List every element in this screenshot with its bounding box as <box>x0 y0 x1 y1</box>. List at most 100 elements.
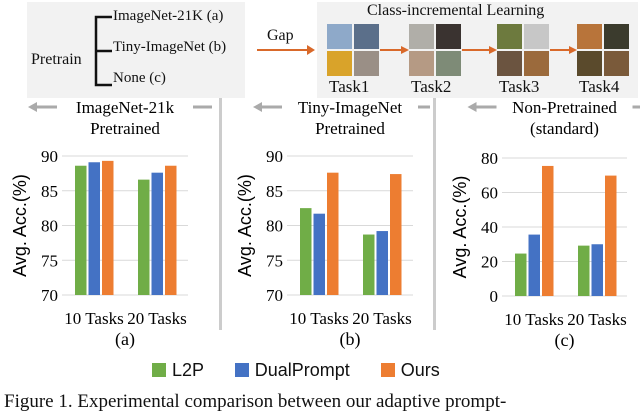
y-axis-label: Avg. Acc.(%) <box>235 174 255 277</box>
task-image <box>327 24 352 49</box>
pretrain-option-c: None (c) <box>113 70 166 86</box>
panel-sublabel: (b) <box>340 329 361 350</box>
gap-arrow-icon <box>257 45 315 55</box>
y-tick-label: 75 <box>41 251 58 270</box>
task-label: Task2 <box>411 77 452 96</box>
x-tick-label: 10 Tasks <box>289 309 348 328</box>
task-arrow-icon <box>462 46 497 54</box>
panel-title: Non-Pretrained <box>512 98 617 117</box>
panel-title: ImageNet-21k <box>76 98 175 117</box>
caption: Figure 1. Experimental comparison betwee… <box>4 391 507 412</box>
bar-dualprompt-20-tasks <box>151 172 163 295</box>
panel-divider <box>433 98 436 330</box>
bar-l2p-20-tasks <box>578 245 590 296</box>
task-image <box>327 51 352 76</box>
task-image <box>409 24 434 49</box>
bar-ours-10-tasks <box>542 165 554 296</box>
x-tick-label: 20 Tasks <box>567 310 626 329</box>
y-tick-label: 90 <box>41 147 58 166</box>
bar-l2p-10-tasks <box>300 208 312 295</box>
task-image <box>577 51 602 76</box>
legend: L2P DualPrompt Ours <box>152 360 440 381</box>
pretrain-option-a: ImageNet-21K (a) <box>113 8 224 24</box>
bar-ours-20-tasks <box>390 174 402 295</box>
pretrain-box <box>27 2 245 98</box>
x-tick-label: 20 Tasks <box>127 309 186 328</box>
panel-subtitle: Pretrained <box>315 119 385 138</box>
y-tick-label: 85 <box>266 182 283 201</box>
gap-label: Gap <box>267 27 294 44</box>
chart-panel-a: ImageNet-21k Pretrained 70 75 80 85 90 Avg. Acc… <box>10 98 212 350</box>
task-image <box>497 24 522 49</box>
y-tick-label: 20 <box>481 253 498 272</box>
task-image <box>436 51 461 76</box>
bar-dualprompt-20-tasks <box>376 231 388 295</box>
bar-l2p-20-tasks <box>138 179 150 295</box>
task-image <box>436 24 461 49</box>
y-tick-label: 75 <box>266 251 283 270</box>
y-tick-label: 70 <box>266 286 283 305</box>
task-image <box>409 51 434 76</box>
y-tick-label: 0 <box>490 287 499 306</box>
y-tick-label: 85 <box>41 182 58 201</box>
y-tick-label: 80 <box>266 217 283 236</box>
legend-swatch <box>380 363 395 377</box>
task-image <box>524 51 549 76</box>
task-image <box>497 51 522 76</box>
left-arrow-head-icon <box>28 102 37 112</box>
x-tick-label: 10 Tasks <box>64 309 123 328</box>
legend-swatch <box>152 363 166 377</box>
bracket-icon <box>94 15 112 87</box>
x-tick-label: 20 Tasks <box>352 309 411 328</box>
task-image <box>354 24 379 49</box>
legend-item-dualprompt: DualPrompt <box>234 360 350 380</box>
panel-subtitle: (standard) <box>530 119 599 138</box>
bar-l2p-10-tasks <box>75 165 87 295</box>
bar-ours-20-tasks <box>605 175 617 296</box>
left-arrow-head-icon <box>253 102 262 112</box>
bar-ours-10-tasks <box>327 172 339 295</box>
y-axis-label: Avg. Acc.(%) <box>10 174 30 277</box>
task-label: Task1 <box>329 77 370 96</box>
y-tick-label: 80 <box>481 149 498 168</box>
task-label: Task3 <box>499 77 540 96</box>
cil-title: Class-incremental Learning <box>367 2 545 19</box>
bar-dualprompt-10-tasks <box>313 213 325 295</box>
bar-dualprompt-20-tasks <box>591 244 603 296</box>
panel-subtitle: Pretrained <box>90 119 160 138</box>
panel-divider <box>219 98 222 330</box>
task-image <box>524 24 549 49</box>
bar-ours-10-tasks <box>102 160 114 295</box>
panel-sublabel: (a) <box>115 329 135 350</box>
bar-l2p-10-tasks <box>515 253 527 296</box>
chart-panel-c: Non-Pretrained (standard) 0 20 40 60 80 Avg. Ac… <box>450 98 640 351</box>
legend-swatch <box>234 363 249 377</box>
bar-ours-20-tasks <box>165 165 177 295</box>
task-arrow-icon <box>550 46 577 54</box>
y-tick-label: 90 <box>266 147 283 166</box>
x-tick-label: 10 Tasks <box>504 310 563 329</box>
pretrain-option-b: Tiny-ImageNet (b) <box>113 39 227 55</box>
bar-dualprompt-10-tasks <box>528 234 540 296</box>
y-tick-label: 80 <box>41 217 58 236</box>
task-image <box>604 51 629 76</box>
y-tick-label: 70 <box>41 286 58 305</box>
bar-l2p-20-tasks <box>363 234 375 295</box>
task-arrow-icon <box>380 46 409 54</box>
panel-sublabel: (c) <box>555 330 575 351</box>
left-arrow-head-icon <box>467 102 477 112</box>
task-image <box>604 24 629 49</box>
task-image <box>577 24 602 49</box>
bar-dualprompt-10-tasks <box>88 162 100 295</box>
chart-panel-b: Tiny-ImageNet Pretrained 70 75 80 85 90 Avg. Ac… <box>235 98 430 350</box>
legend-item-l2p: L2P <box>152 360 204 380</box>
task-label: Task4 <box>579 77 620 96</box>
y-tick-label: 60 <box>481 184 498 203</box>
task-image <box>354 51 379 76</box>
panel-title: Tiny-ImageNet <box>298 98 402 117</box>
y-tick-label: 40 <box>481 218 498 237</box>
pretrain-label: Pretrain <box>31 51 82 68</box>
y-axis-label: Avg. Acc.(%) <box>450 176 470 279</box>
legend-item-ours: Ours <box>380 360 440 380</box>
